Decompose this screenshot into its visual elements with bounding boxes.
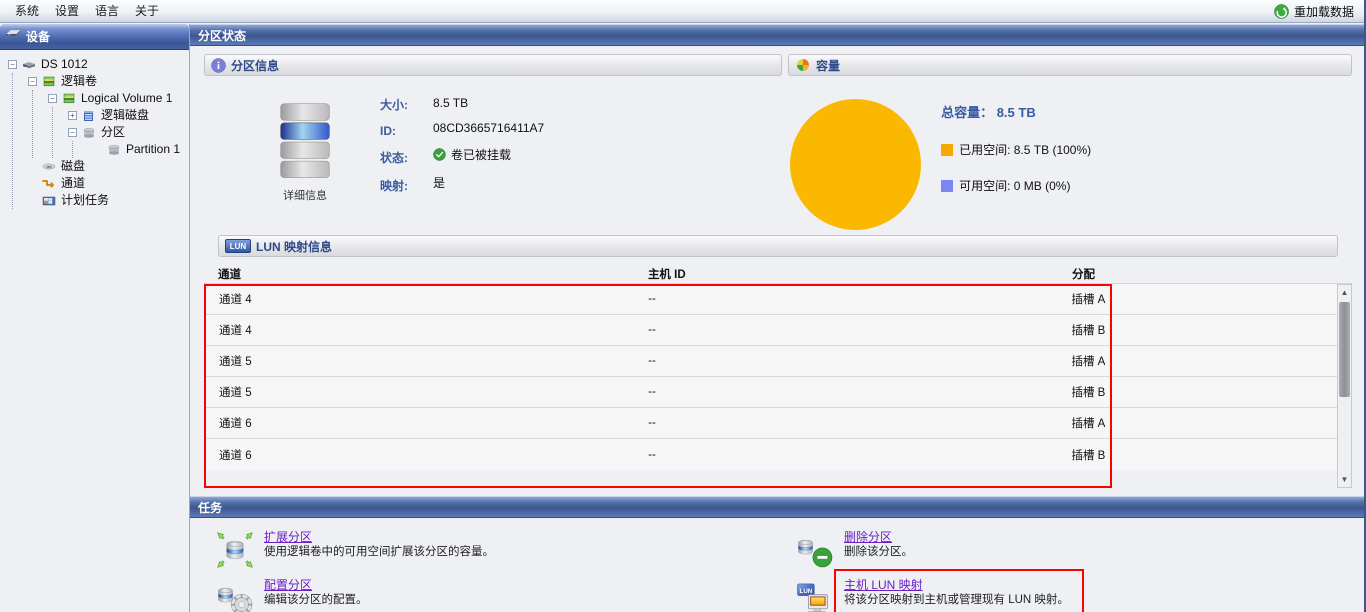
svg-text:LUN: LUN — [800, 588, 813, 595]
